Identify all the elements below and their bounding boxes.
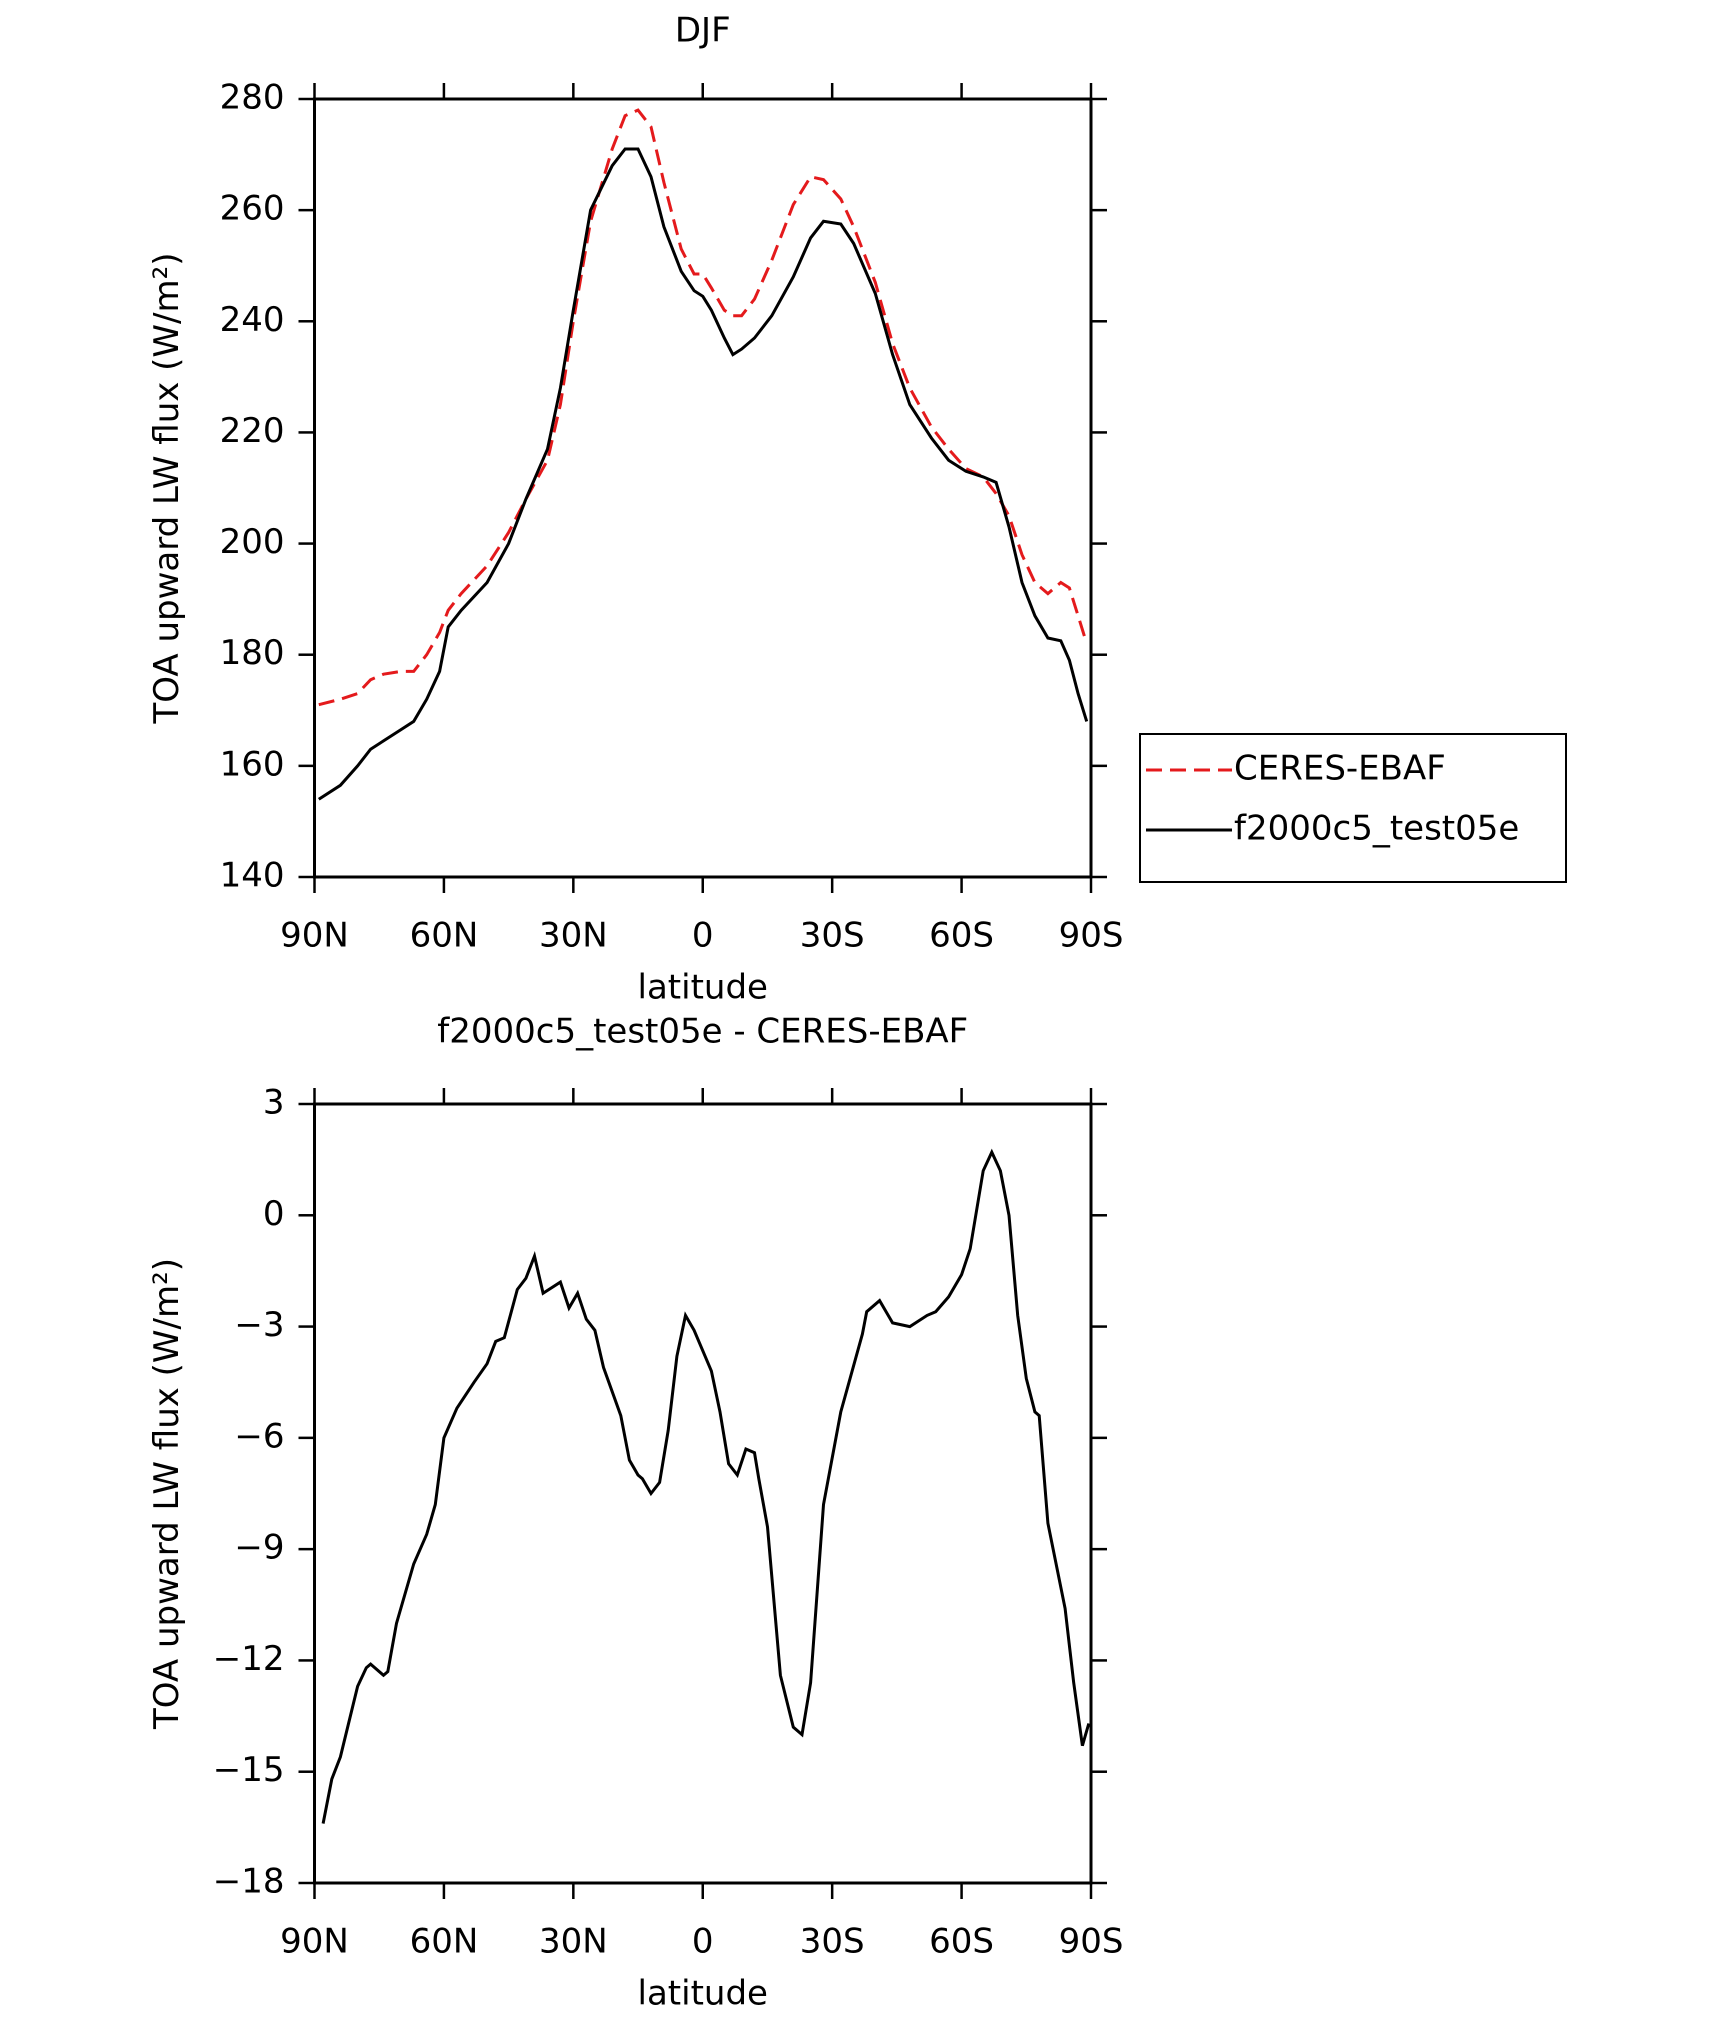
chart-title: DJF [675,11,731,51]
y-tick-label: −15 [213,1750,285,1790]
x-tick-label: 60S [929,916,994,956]
y-tick-label: 220 [220,411,285,451]
legend-label: CERES-EBAF [1234,749,1446,789]
y-tick-label: 180 [220,633,285,673]
y-tick-label: −9 [234,1528,284,1568]
x-tick-label: 90N [280,916,349,956]
x-tick-label: 30N [539,1922,608,1962]
y-axis-label: TOA upward LW flux (W/m²) [147,1258,187,1730]
y-tick-label: −6 [234,1416,284,1456]
y-tick-label: −18 [213,1862,285,1902]
data-line [321,1148,1091,1824]
y-tick-label: 3 [263,1083,285,1123]
y-tick-label: 200 [220,522,285,562]
x-axis-label: latitude [638,1974,768,2014]
y-tick-label: −12 [213,1639,285,1679]
y-tick-label: 140 [220,856,285,896]
x-tick-label: 0 [692,1922,714,1962]
y-tick-label: 280 [220,78,285,118]
y-tick-label: 240 [220,300,285,340]
data-line [318,108,1089,707]
y-tick-label: −3 [234,1305,284,1345]
chart-panel: DJF 90N 60N 30N 0 30S 60S 90S 140 160 180 200 220 240… [147,11,1567,1008]
y-tick-label: 260 [220,189,285,229]
x-tick-label: 30N [539,916,608,956]
data-line [317,147,1089,801]
legend-label: f2000c5_test05e [1234,809,1519,849]
y-tick-label: 0 [263,1194,285,1234]
chart-title: f2000c5_test05e - CERES-EBAF [437,1012,968,1052]
y-axis-label: TOA upward LW flux (W/m²) [147,252,187,724]
x-tick-label: 30S [800,1922,865,1962]
x-tick-label: 90S [1059,1922,1124,1962]
x-tick-label: 0 [692,916,714,956]
x-tick-label: 90N [280,1922,349,1962]
x-tick-label: 30S [800,916,865,956]
legend-box [1139,733,1567,883]
x-axis-label: latitude [638,968,768,1008]
x-tick-label: 60S [929,1922,994,1962]
x-tick-label: 60N [410,916,479,956]
x-tick-label: 90S [1059,916,1124,956]
x-tick-label: 60N [410,1922,479,1962]
y-tick-label: 160 [220,744,285,784]
plot-frame [313,97,1093,879]
